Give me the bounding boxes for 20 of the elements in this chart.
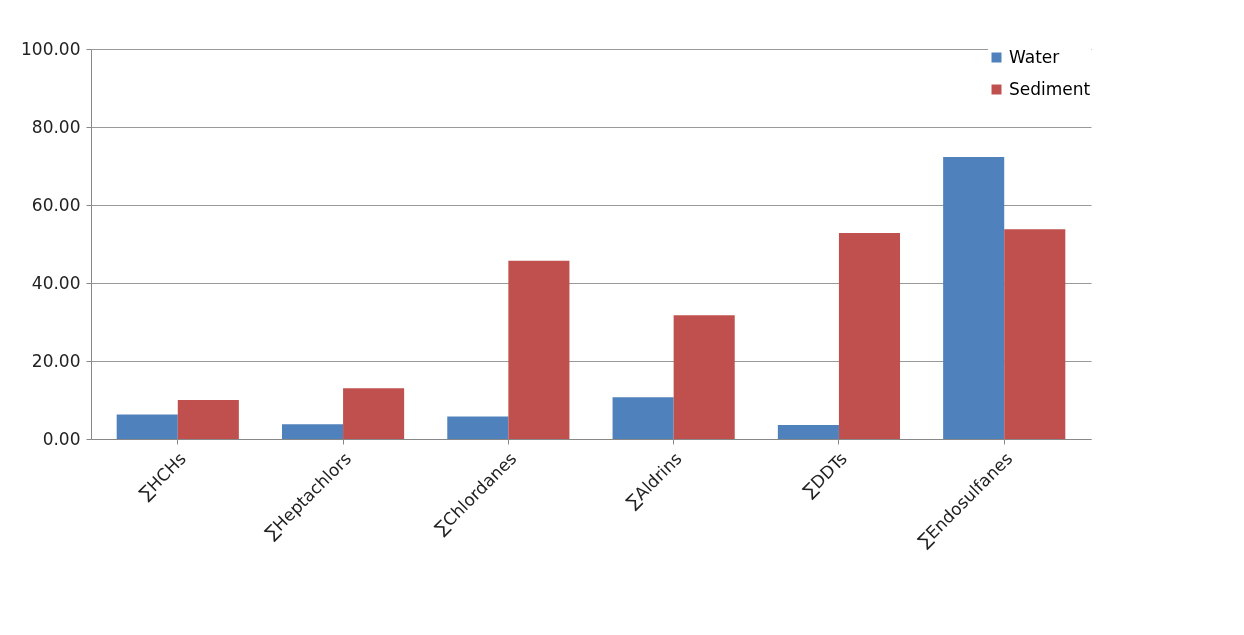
legend-label: Sediment: [1009, 78, 1091, 99]
bar: [777, 424, 839, 439]
y-tick-label: 20.00: [31, 350, 81, 371]
bar: [673, 315, 735, 439]
y-tick-label: 80.00: [31, 116, 81, 137]
bar: [177, 400, 239, 439]
y-tick-label: 100.00: [21, 38, 81, 59]
bar: [343, 388, 405, 439]
bar: [1004, 229, 1066, 439]
bar: [943, 157, 1005, 439]
y-tick-label: 40.00: [31, 272, 81, 293]
bar: [508, 260, 570, 439]
bar: [281, 424, 344, 439]
bar: [838, 233, 901, 439]
legend-label: Water: [1009, 46, 1060, 67]
y-tick-label: 0.00: [42, 428, 81, 449]
y-tick-label: 60.00: [31, 194, 81, 215]
bar: [612, 397, 674, 439]
bar: [116, 414, 178, 439]
bar: [447, 416, 509, 439]
